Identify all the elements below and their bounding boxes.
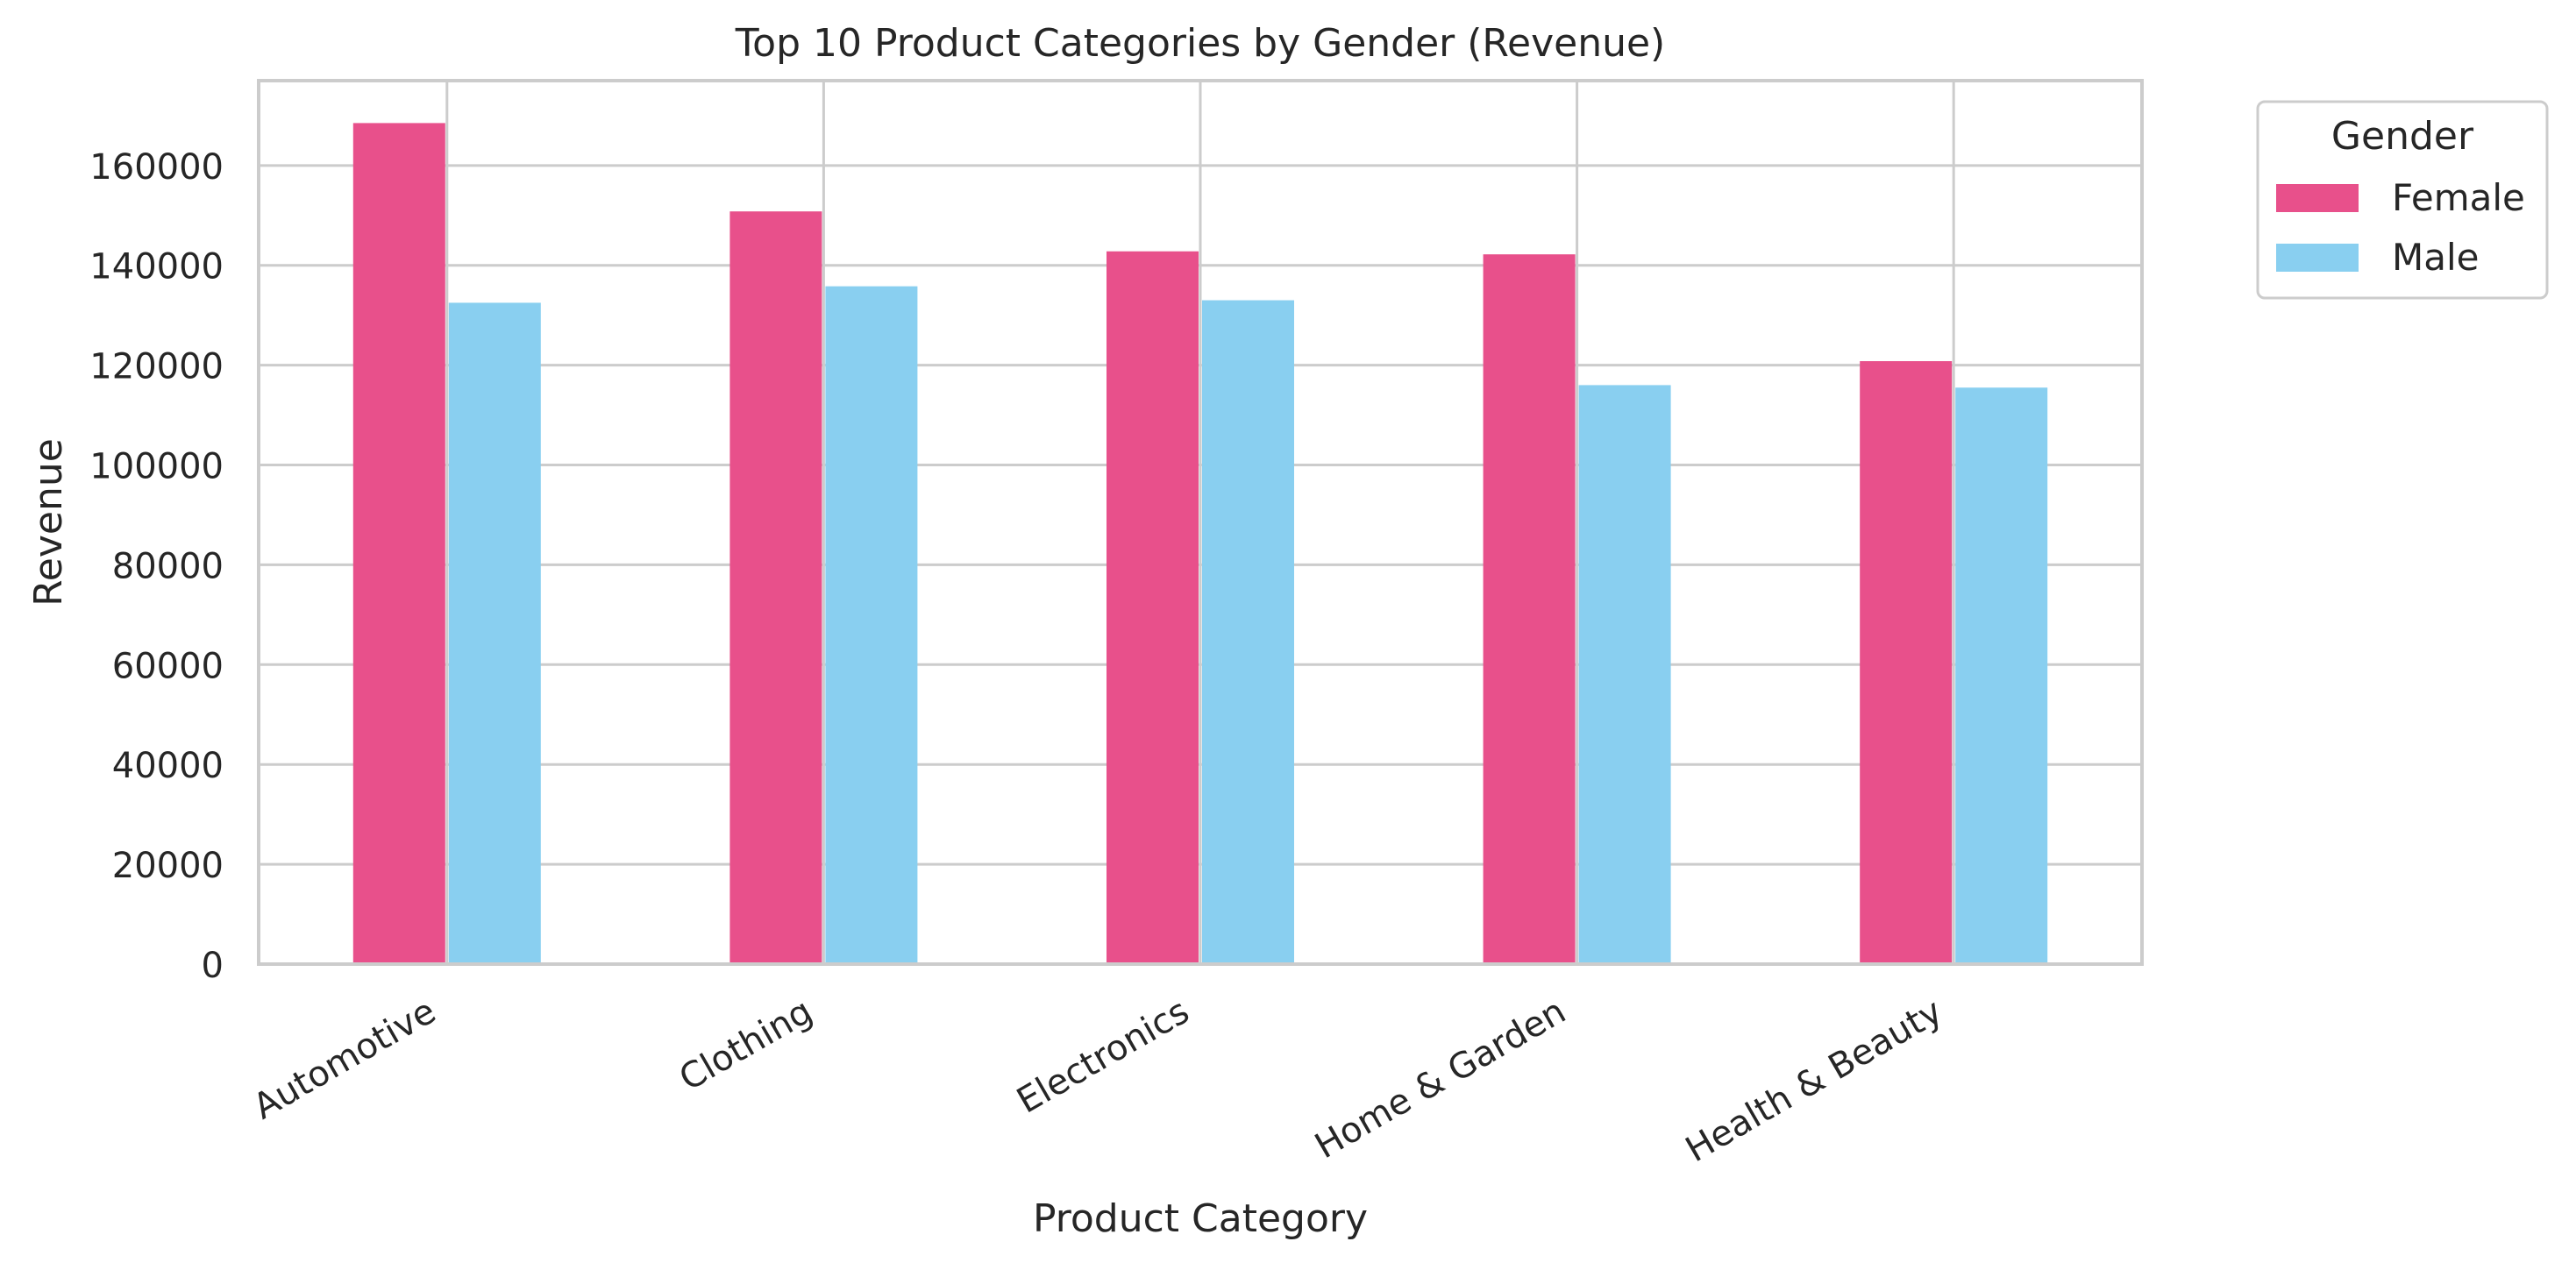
legend: Gender Female Male <box>2256 100 2549 300</box>
y-tick-label: 0 <box>202 946 224 986</box>
bar-male-2 <box>825 286 918 964</box>
bar-female-2 <box>729 211 822 964</box>
legend-swatch-male <box>2276 244 2359 272</box>
bar-male-4 <box>1578 385 1671 964</box>
y-tick-label: 40000 <box>112 746 224 786</box>
legend-swatch-female <box>2276 184 2359 212</box>
x-tick-label: Electronics <box>1010 991 1196 1122</box>
x-tick-label: Clothing <box>672 991 819 1099</box>
y-tick-label: 60000 <box>112 646 224 686</box>
bar-female-5 <box>1860 361 1953 965</box>
bar-female-4 <box>1483 254 1576 964</box>
plot-area-frame <box>257 79 2144 966</box>
y-axis-label: Revenue <box>26 438 71 607</box>
y-tick-label: 80000 <box>112 546 224 586</box>
x-tick-label: Health & Beauty <box>1679 991 1949 1170</box>
legend-label-male: Male <box>2392 236 2479 279</box>
y-tick-label: 140000 <box>89 247 224 287</box>
bar-female-1 <box>352 123 445 964</box>
x-axis-label: Product Category <box>1033 1196 1368 1241</box>
x-tick-label: Home & Garden <box>1308 991 1572 1167</box>
bar-male-5 <box>1955 387 2048 964</box>
y-tick-label: 120000 <box>89 347 224 387</box>
x-axis-ticks: Automotive Clothing Electronics Home & Gard… <box>246 991 1949 1170</box>
gridlines <box>259 81 2142 966</box>
bar-male-3 <box>1202 300 1294 964</box>
y-tick-label: 100000 <box>89 447 224 487</box>
chart-title: Top 10 Product Categories by Gender (Rev… <box>735 21 1665 66</box>
y-tick-label: 160000 <box>89 147 224 188</box>
y-axis-ticks: 0 20000 40000 60000 80000 100000 120000 140000 1… <box>89 147 224 986</box>
bar-male-1 <box>448 302 541 965</box>
bars <box>352 123 2048 965</box>
legend-title: Gender <box>2331 114 2474 159</box>
x-tick-label: Automotive <box>246 991 442 1128</box>
y-tick-label: 20000 <box>112 846 224 886</box>
legend-label-female: Female <box>2392 176 2525 219</box>
bar-female-3 <box>1107 251 1199 964</box>
